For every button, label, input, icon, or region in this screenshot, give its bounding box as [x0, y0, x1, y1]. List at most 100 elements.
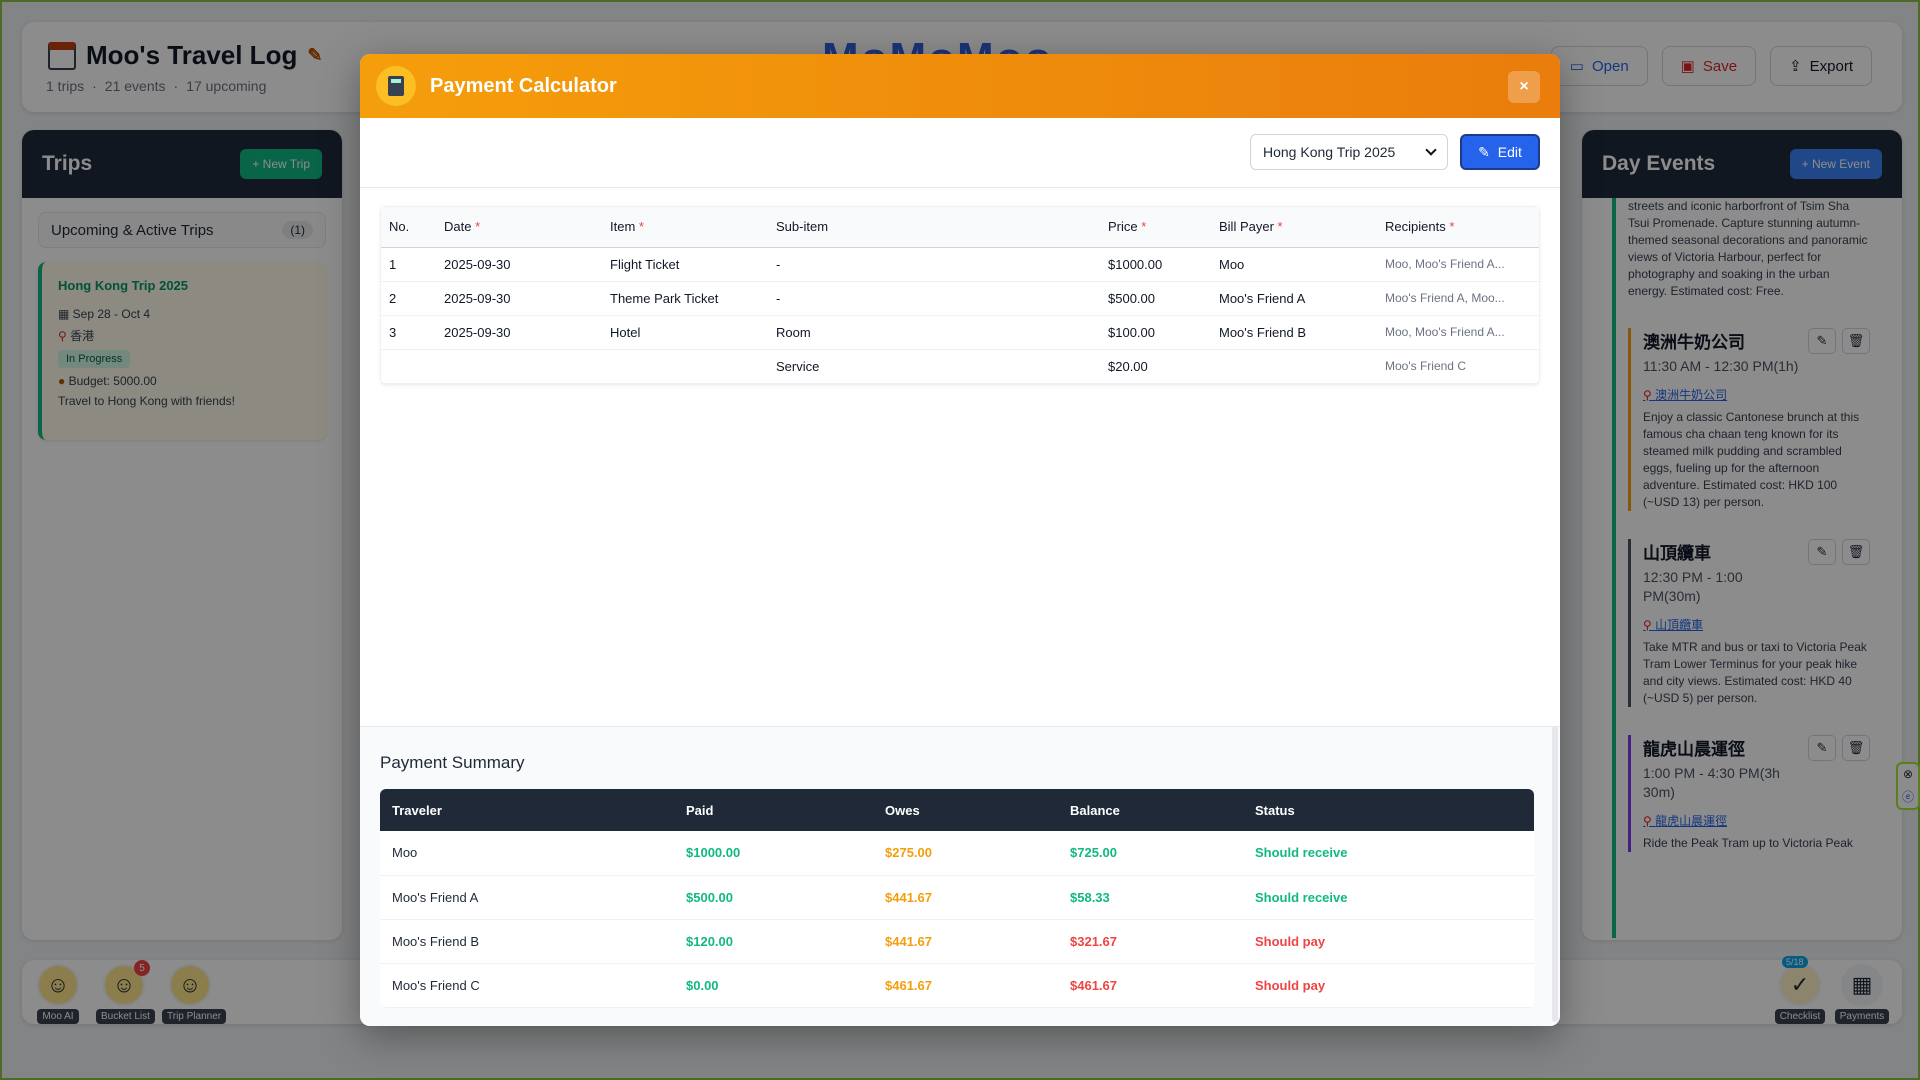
notification-badge: 5 [134, 960, 150, 976]
bucket-list-launcher[interactable]: ☺ 5 Bucket List [96, 960, 155, 1024]
trip-location: 香港 [70, 329, 95, 343]
edit-label: Edit [1497, 144, 1522, 160]
trip-description: Travel to Hong Kong with friends! [58, 394, 235, 408]
summary-balance: $321.67 [1058, 919, 1243, 964]
column-header-label: Sub-item [776, 219, 829, 235]
column-header: Item * [602, 207, 768, 248]
summary-owes: $441.67 [873, 875, 1058, 920]
floppy-icon: ▣ [1680, 58, 1695, 75]
money-bag-icon: ● [58, 374, 69, 388]
pencil-icon: ✎ [1478, 143, 1490, 160]
summary-traveler: Moo [380, 831, 674, 876]
summary-row: Moo's Friend C $0.00 $461.67 $461.67 Should … [380, 963, 1534, 1008]
payments-launcher[interactable]: ▦ Payments [1834, 964, 1890, 1024]
table-cell: Service [768, 349, 1100, 384]
close-circle-icon[interactable]: ⊗ [1902, 767, 1914, 782]
events-panel: Day Events + New Event streets and iconi… [1582, 130, 1902, 940]
checklist-launcher[interactable]: ✓ 5/18 Checklist [1772, 956, 1828, 1024]
edit-event-button[interactable]: ✎ [1808, 328, 1836, 354]
column-header: Date * [436, 207, 602, 248]
table-row[interactable]: Service $20.00 Moo's Friend C [381, 349, 1539, 384]
trip-select[interactable]: Hong Kong Trip 2025 [1250, 134, 1448, 170]
event-card[interactable]: ✎ 🗑 澳洲牛奶公司 11:30 AM - 12:30 PM(1h) ⚲ 澳洲牛… [1628, 328, 1870, 511]
summary-owes: $275.00 [873, 831, 1058, 876]
summary-traveler: Moo's Friend B [380, 919, 674, 964]
table-cell: Flight Ticket [602, 247, 768, 282]
summary-table-wrap: Traveler Paid Owes Balance Status Moo $1000.0… [380, 789, 1534, 1008]
moo-avatar-icon: ☺ [169, 964, 211, 1006]
app-title: Moo's Travel Log [86, 40, 298, 70]
payment-items-table: No. Date * Item * Sub-item Price * Bill Payer… [381, 207, 1539, 384]
table-cell: - [768, 281, 1100, 316]
close-button[interactable]: × [1508, 71, 1540, 103]
table-cell [1211, 349, 1377, 384]
summary-paid: $1000.00 [674, 831, 873, 876]
modal-toolbar: Hong Kong Trip 2025 ✎ Edit [360, 118, 1560, 188]
event-location-link[interactable]: ⚲ 龍虎山晨運徑 [1643, 812, 1870, 829]
column-header: No. [381, 207, 436, 248]
folder-icon: ▭ [1569, 58, 1584, 75]
progress-badge: 5/18 [1782, 956, 1808, 968]
save-button[interactable]: ▣ Save [1661, 46, 1757, 86]
app-title-group: Moo's Travel Log ✎ [48, 40, 322, 71]
export-label: Export [1809, 57, 1853, 75]
moo-ai-launcher[interactable]: ☺ Moo AI [30, 964, 86, 1024]
delete-event-button[interactable]: 🗑 [1842, 328, 1870, 354]
table-row[interactable]: 1 2025-09-30 Flight Ticket - $1000.00 Moo Moo,… [381, 247, 1539, 282]
event-description: Take MTR and bus or taxi to Victoria Pea… [1643, 640, 1867, 705]
save-label: Save [1702, 57, 1738, 75]
event-card[interactable]: ✎ 🗑 龍虎山晨運徑 1:00 PM - 4:30 PM(3h 30m) ⚲ 龍… [1628, 735, 1870, 852]
export-button[interactable]: ⇪ Export [1770, 46, 1872, 86]
edit-event-button[interactable]: ✎ [1808, 735, 1836, 761]
table-cell: 2025-09-30 [436, 315, 602, 350]
section-label: Upcoming & Active Trips [51, 221, 214, 239]
column-header: Bill Payer * [1211, 207, 1377, 248]
payment-items-table-wrap: No. Date * Item * Sub-item Price * Bill Payer… [380, 206, 1540, 385]
table-cell: $100.00 [1100, 315, 1211, 350]
trip-card[interactable]: Hong Kong Trip 2025 ▦ Sep 28 - Oct 4 ⚲ 香… [38, 262, 326, 440]
trips-panel: Trips + New Trip Upcoming & Active Trips… [22, 130, 342, 940]
table-row[interactable]: 2 2025-09-30 Theme Park Ticket - $500.00 Moo'… [381, 281, 1539, 316]
table-cell [436, 349, 602, 384]
event-location-link[interactable]: ⚲ 山頂纜車 [1643, 616, 1870, 633]
event-description: streets and iconic harborfront of Tsim S… [1628, 199, 1868, 298]
event-card[interactable]: ✎ 🗑 山頂纜車 12:30 PM - 1:00 PM(30m) ⚲ 山頂纜車 … [1628, 539, 1870, 707]
summary-column-header: Status [1243, 789, 1534, 831]
delete-event-button[interactable]: 🗑 [1842, 539, 1870, 565]
table-cell: 2025-09-30 [436, 247, 602, 282]
section-count: (1) [282, 221, 313, 239]
event-actions: ✎ 🗑 [1808, 328, 1870, 354]
stat-separator: · [92, 78, 97, 94]
delete-event-button[interactable]: 🗑 [1842, 735, 1870, 761]
table-cell: 1 [381, 247, 436, 282]
side-widget[interactable]: ⊗ ⓔ [1896, 762, 1920, 810]
table-row[interactable]: 3 2025-09-30 Hotel Room $100.00 Moo's Friend … [381, 315, 1539, 350]
event-link-text: 山頂纜車 [1655, 618, 1704, 632]
summary-status: Should receive [1243, 831, 1534, 876]
trips-panel-title: Trips [42, 152, 93, 175]
new-trip-button[interactable]: + New Trip [240, 149, 322, 179]
new-event-button[interactable]: + New Event [1789, 149, 1882, 179]
dock-label: Bucket List [96, 1009, 155, 1024]
edge-icon[interactable]: ⓔ [1901, 789, 1914, 804]
edit-title-icon[interactable]: ✎ [307, 45, 323, 65]
upcoming-trips-section[interactable]: Upcoming & Active Trips (1) [38, 212, 326, 248]
summary-balance: $725.00 [1058, 831, 1243, 876]
edit-button[interactable]: ✎ Edit [1460, 134, 1540, 170]
event-description: Enjoy a classic Cantonese brunch at this… [1643, 410, 1860, 509]
edit-event-button[interactable]: ✎ [1808, 539, 1836, 565]
table-cell: $1000.00 [1100, 247, 1211, 282]
summary-row: Moo's Friend B $120.00 $441.67 $321.67 Shoul… [380, 919, 1534, 964]
summary-status: Should pay [1243, 919, 1534, 964]
calculator-icon: ▦ [1841, 964, 1883, 1006]
event-location-link[interactable]: ⚲ 澳洲牛奶公司 [1643, 386, 1870, 403]
trip-planner-launcher[interactable]: ☺ Trip Planner [162, 964, 227, 1024]
open-button[interactable]: ▭ Open [1550, 46, 1648, 86]
table-cell: Hotel [602, 315, 768, 350]
event-title: 山頂纜車 [1643, 544, 1711, 563]
modal-scrollbar[interactable] [1552, 726, 1558, 1022]
dock-label: Trip Planner [162, 1009, 227, 1024]
summary-traveler: Moo's Friend C [380, 963, 674, 1008]
summary-title: Payment Summary [380, 753, 525, 772]
event-link-text: 龍虎山晨運徑 [1655, 814, 1728, 828]
